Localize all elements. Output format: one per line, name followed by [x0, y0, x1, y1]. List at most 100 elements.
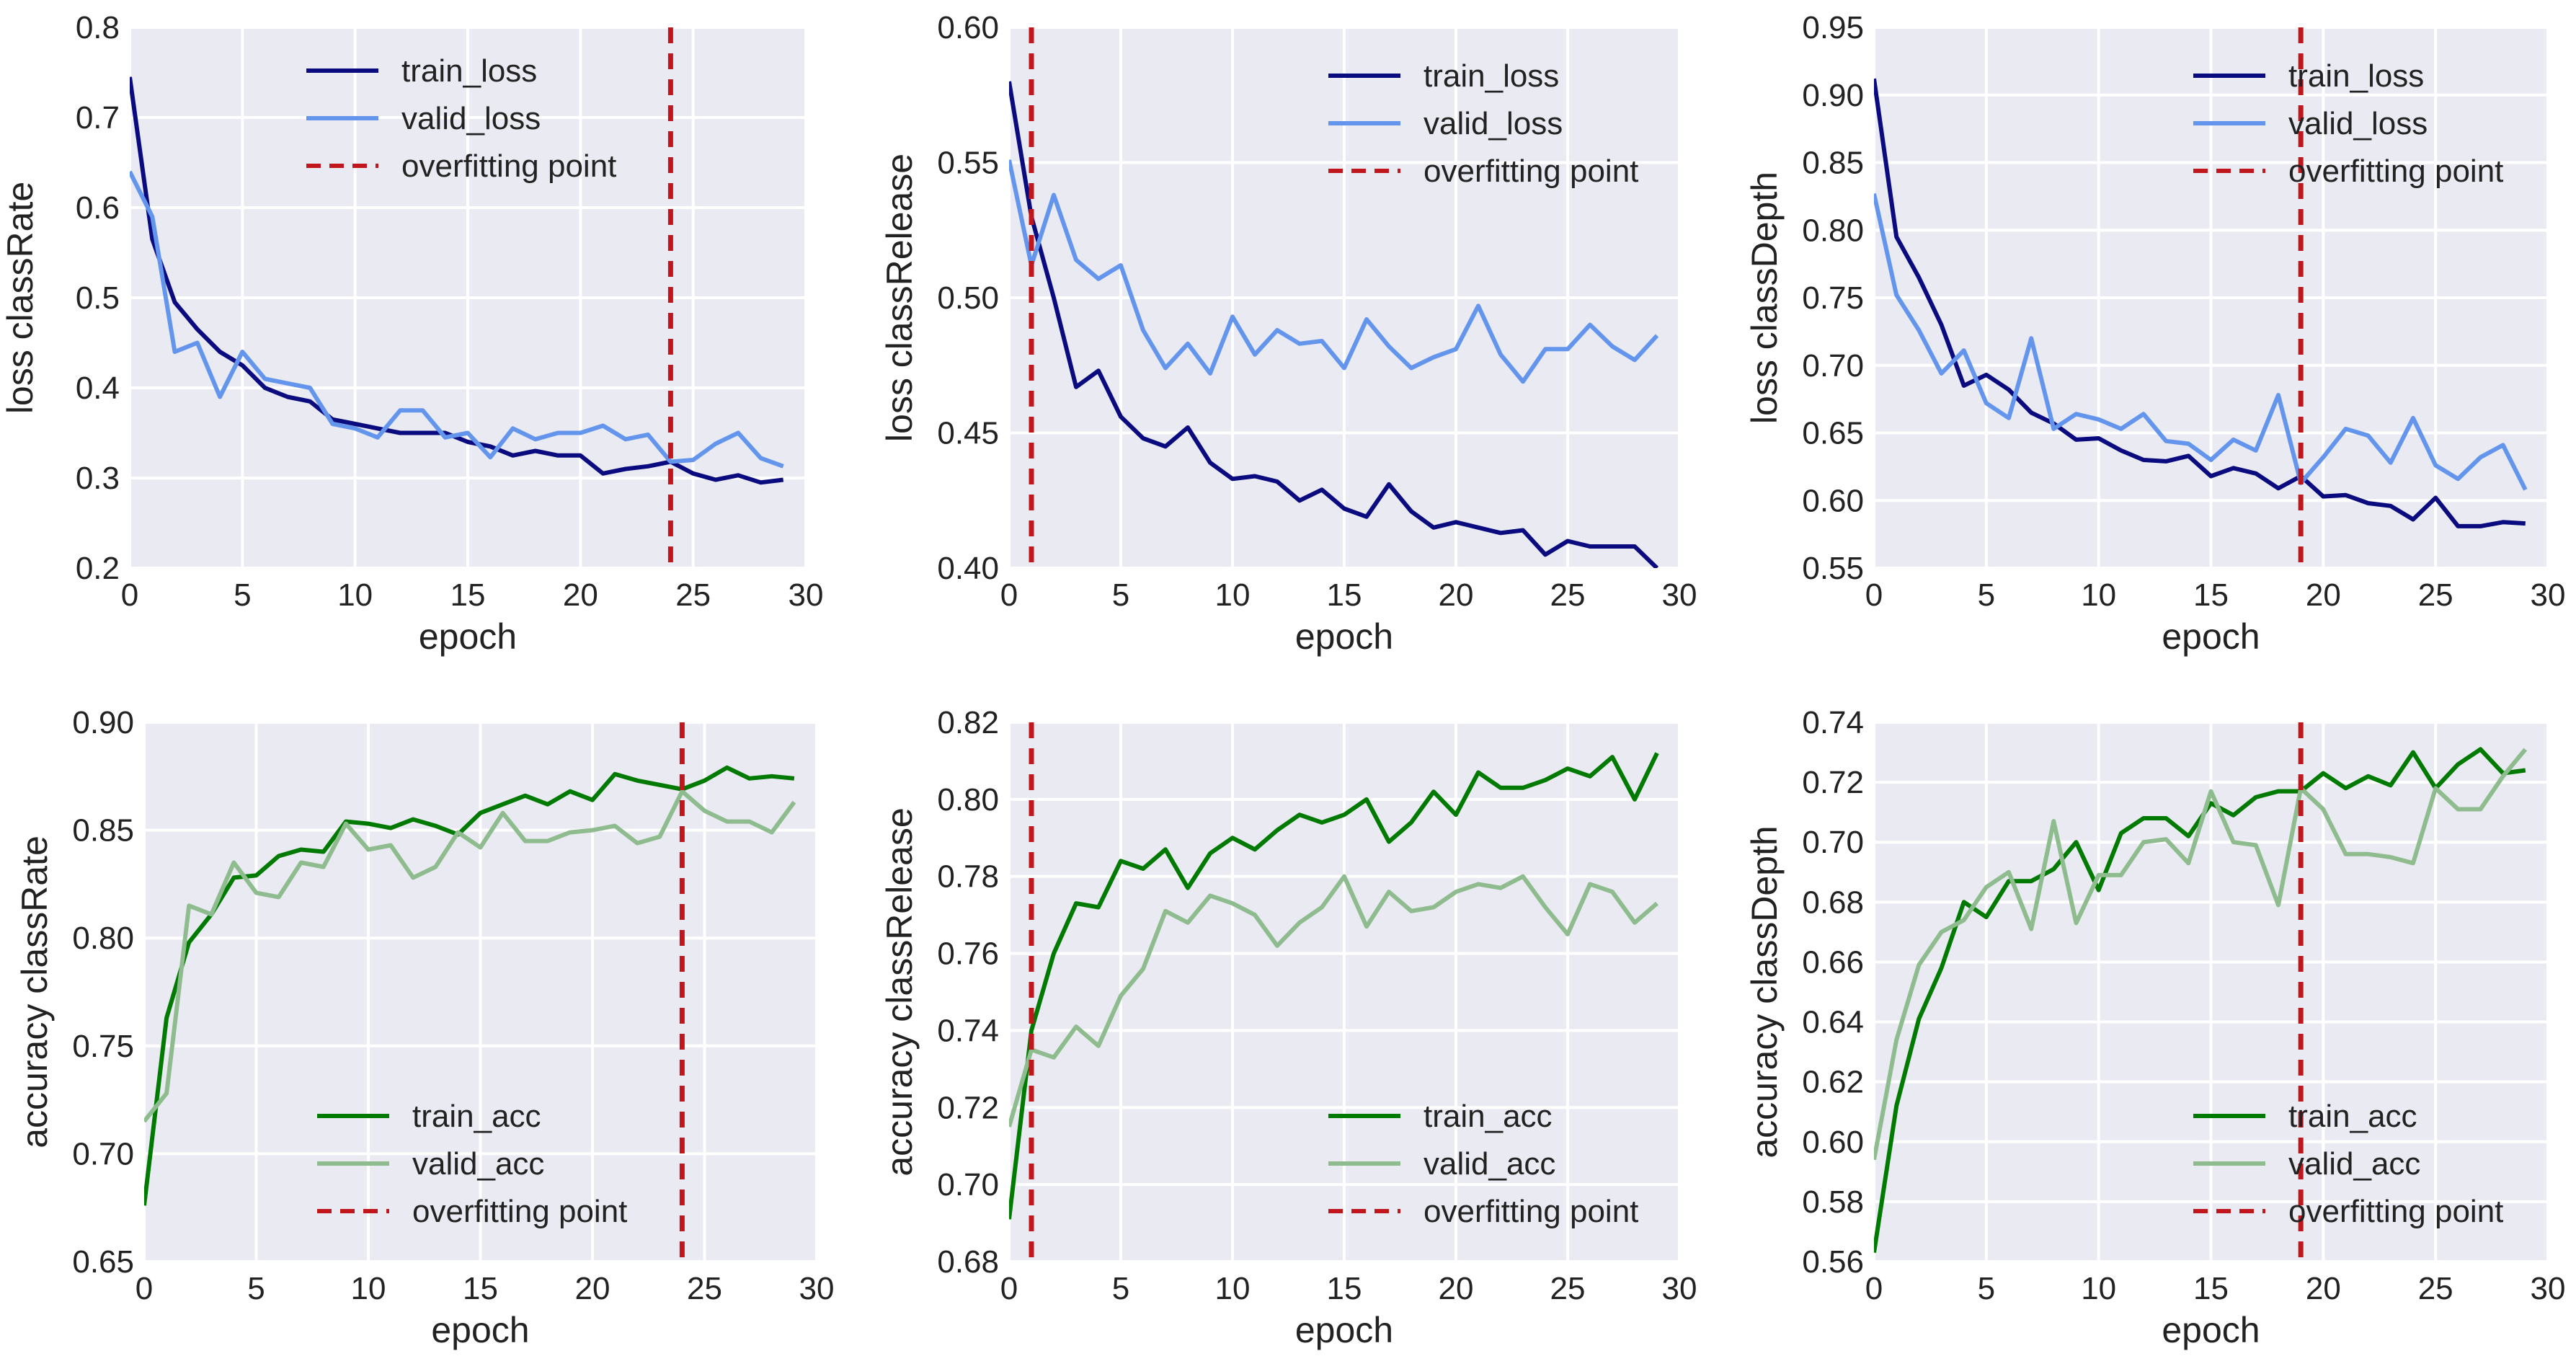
y-tick-label: 0.66	[1802, 944, 1864, 980]
y-tick-label: 0.50	[937, 280, 999, 316]
y-axis-label: accuracy classRelease	[879, 807, 920, 1176]
y-tick-label: 0.65	[72, 1244, 134, 1280]
legend-label: train_acc	[1424, 1099, 1553, 1134]
legend: train_loss valid_loss overfitting point	[2193, 58, 2503, 189]
x-tick-label: 0	[121, 577, 138, 613]
y-tick-label: 0.70	[72, 1136, 134, 1171]
y-tick-label: 0.55	[937, 146, 999, 181]
y-tick-label: 0.58	[1802, 1184, 1864, 1220]
x-tick-label: 0	[1000, 577, 1018, 613]
x-tick-label: 25	[687, 1271, 722, 1306]
x-axis-label: epoch	[419, 616, 517, 657]
x-tick-label: 10	[2081, 1271, 2116, 1306]
y-tick-label: 0.64	[1802, 1005, 1864, 1040]
x-tick-label: 10	[1215, 1271, 1251, 1306]
y-tick-label: 0.68	[1802, 885, 1864, 920]
chart-panel-5: 0 5 10 15 20 25 30 0.68 0.70 0.72 0.74 0.76 0.78 0.80…	[879, 705, 1697, 1350]
y-tick-label: 0.62	[1802, 1065, 1864, 1100]
series-line-valid-acc	[144, 789, 796, 1123]
x-tick-label: 30	[799, 1271, 835, 1306]
y-tick-label: 0.78	[937, 859, 999, 895]
x-axis-label: epoch	[2162, 616, 2260, 657]
x-tick-label: 5	[234, 577, 251, 613]
x-axis-label: epoch	[431, 1310, 529, 1350]
legend-label: valid_acc	[1424, 1146, 1555, 1182]
legend-label: train_loss	[401, 53, 537, 89]
y-tick-label: 0.5	[76, 280, 120, 316]
legend-label: overfitting point	[1424, 154, 1638, 189]
y-tick-label: 0.75	[72, 1029, 134, 1064]
x-tick-label: 25	[2418, 577, 2453, 613]
y-axis-label: loss classRelease	[879, 154, 920, 442]
x-tick-label: 0	[1865, 1271, 1883, 1306]
y-tick-label: 0.6	[76, 190, 120, 226]
y-tick-label: 0.55	[1802, 551, 1864, 586]
x-tick-label: 25	[675, 577, 711, 613]
y-tick-label: 0.95	[1802, 10, 1864, 45]
y-axis-label: accuracy classRate	[14, 836, 55, 1148]
legend: train_loss valid_loss overfitting point	[306, 53, 616, 184]
x-tick-label: 0	[1000, 1271, 1018, 1306]
legend-label: overfitting point	[2288, 154, 2503, 189]
x-tick-label: 5	[1112, 1271, 1129, 1306]
y-tick-label: 0.72	[937, 1090, 999, 1125]
y-tick-label: 0.70	[937, 1167, 999, 1202]
y-tick-label: 0.60	[1802, 1125, 1864, 1160]
x-tick-label: 0	[1865, 577, 1883, 613]
x-axis-label: epoch	[1295, 616, 1393, 657]
x-tick-label: 5	[1978, 1271, 1995, 1306]
legend: train_acc valid_acc overfitting point	[317, 1099, 627, 1229]
legend-label: valid_acc	[412, 1146, 544, 1182]
legend-label: train_acc	[2288, 1099, 2417, 1134]
y-tick-label: 0.80	[937, 782, 999, 818]
x-tick-label: 30	[2531, 577, 2566, 613]
y-tick-label: 0.45	[937, 416, 999, 451]
x-tick-label: 15	[2193, 577, 2229, 613]
legend-label: valid_loss	[1424, 106, 1563, 141]
x-tick-label: 15	[2193, 1271, 2229, 1306]
y-tick-label: 0.3	[76, 461, 120, 496]
y-tick-label: 0.74	[937, 1013, 999, 1048]
x-tick-label: 20	[575, 1271, 610, 1306]
legend-label: overfitting point	[412, 1194, 627, 1229]
y-tick-label: 0.76	[937, 936, 999, 972]
x-tick-label: 20	[1439, 1271, 1474, 1306]
y-tick-label: 0.90	[72, 705, 134, 740]
x-tick-label: 30	[1662, 1271, 1697, 1306]
chart-panel-2: 0 5 10 15 20 25 30 0.40 0.45 0.50 0.55 0.60 epoch los…	[879, 10, 1697, 657]
x-tick-label: 25	[1550, 1271, 1586, 1306]
y-axis-label: loss classRate	[0, 182, 40, 414]
y-tick-label: 0.75	[1802, 280, 1864, 316]
y-tick-label: 0.60	[937, 10, 999, 45]
legend-label: train_loss	[2288, 58, 2424, 94]
y-tick-label: 0.82	[937, 705, 999, 740]
x-tick-label: 20	[2306, 1271, 2341, 1306]
x-tick-label: 20	[1439, 577, 1474, 613]
series-line-train-loss	[1874, 78, 2526, 528]
series-line-train-acc	[144, 765, 795, 1206]
x-tick-label: 15	[1327, 1271, 1362, 1306]
x-tick-label: 10	[337, 577, 373, 613]
chart-panel-3: 0 5 10 15 20 25 30 0.55 0.60 0.65 0.70 0.75 0.80 0.85…	[1744, 10, 2565, 657]
y-tick-label: 0.85	[72, 813, 134, 849]
y-tick-label: 0.8	[76, 10, 120, 45]
x-tick-label: 5	[1978, 577, 1995, 613]
x-tick-label: 10	[2081, 577, 2116, 613]
series-line-valid-loss	[1874, 192, 2528, 491]
y-tick-label: 0.68	[937, 1244, 999, 1280]
series-line-train-acc	[1874, 747, 2526, 1253]
y-tick-label: 0.56	[1802, 1244, 1864, 1280]
x-tick-label: 10	[351, 1271, 386, 1306]
x-tick-label: 5	[247, 1271, 265, 1306]
y-tick-label: 0.60	[1802, 483, 1864, 518]
y-tick-label: 0.72	[1802, 765, 1864, 800]
y-tick-label: 0.7	[76, 100, 120, 136]
y-tick-label: 0.40	[937, 551, 999, 586]
y-axis-label: accuracy classDepth	[1744, 825, 1785, 1158]
x-tick-label: 25	[1550, 577, 1586, 613]
series-line-valid-acc	[1009, 874, 1658, 1127]
series-line-train-loss	[1009, 81, 1659, 568]
series-line-valid-acc	[1874, 748, 2528, 1161]
x-tick-label: 30	[789, 577, 824, 613]
